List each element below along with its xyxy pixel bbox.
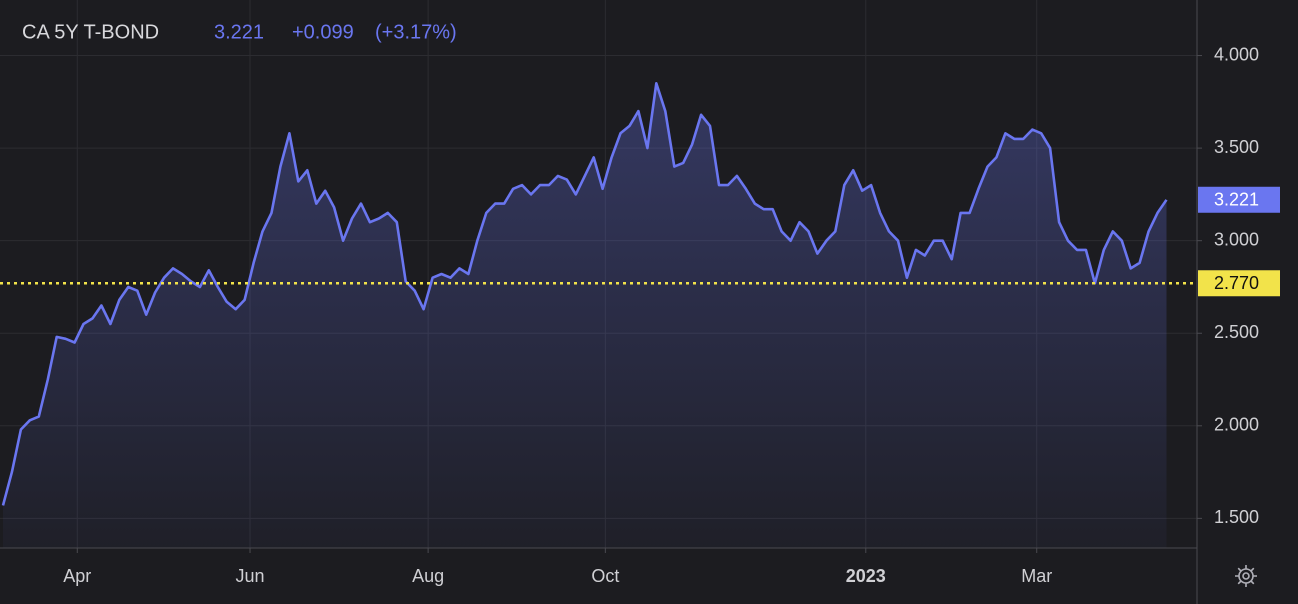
gear-teeth <box>1235 565 1257 587</box>
y-tick-label: 2.000 <box>1214 415 1259 435</box>
y-tick-label: 2.500 <box>1214 322 1259 342</box>
x-tick-label: Oct <box>591 566 619 586</box>
x-tick-label: Apr <box>63 566 91 586</box>
labels: 1.500 2.000 2.500 3.000 3.500 4.000 Apr Jun Aug O… <box>63 44 1280 586</box>
x-tick-label: Aug <box>412 566 444 586</box>
last-price-badge <box>1198 186 1280 213</box>
header-price: 3.221 <box>214 21 264 43</box>
settings-button[interactable] <box>1235 565 1257 587</box>
y-tick-label: 1.500 <box>1214 507 1259 527</box>
x-tick-label: Mar <box>1021 566 1052 586</box>
x-tick-label: 2023 <box>846 566 886 586</box>
y-tick-label: 4.000 <box>1214 44 1259 64</box>
plot <box>0 82 1197 549</box>
last-price-label: 3.221 <box>1214 190 1259 210</box>
chart-title: CA 5Y T-BOND <box>22 21 159 43</box>
y-tick-label: 3.000 <box>1214 229 1259 249</box>
header-change-pct: (+3.17%) <box>375 21 457 43</box>
x-tick-label: Jun <box>236 566 265 586</box>
reference-badge <box>1198 270 1280 297</box>
price-line <box>1 82 1168 506</box>
y-tick-label: 3.500 <box>1214 137 1259 157</box>
header-change: +0.099 <box>292 21 354 43</box>
reference-label: 2.770 <box>1214 273 1259 293</box>
gear-hub <box>1242 572 1250 580</box>
